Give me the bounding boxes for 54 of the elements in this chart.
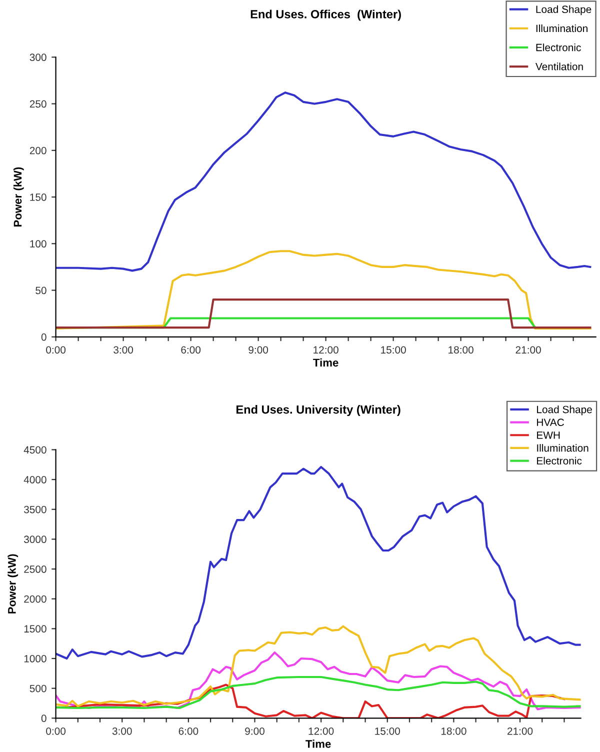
chart-title: End Uses. Offices (Winter) (250, 10, 401, 21)
legend-label: Load Shape (537, 406, 592, 416)
y-tick-label: 150 (30, 194, 46, 201)
y-tick-label: 2500 (24, 566, 46, 573)
x-tick-label: 6:00 (181, 346, 201, 354)
x-tick-label: 9:00 (248, 346, 268, 354)
x-tick-label: 18:00 (441, 727, 466, 735)
y-tick-label: 250 (30, 100, 46, 108)
x-tick-label: 9:00 (245, 727, 264, 735)
x-axis-title: Time (313, 358, 338, 367)
y-tick-label: 1000 (24, 655, 46, 662)
line-series (56, 676, 581, 710)
line-series (56, 92, 592, 272)
y-tick-label: 4000 (24, 476, 46, 484)
x-tick-label: 15:00 (381, 346, 406, 354)
legend-label: HVAC (537, 418, 564, 426)
x-tick-label: 0:00 (46, 727, 66, 735)
legend-label: Electronic (537, 456, 582, 465)
line-series (56, 466, 581, 660)
x-tick-label: 12:00 (308, 727, 334, 735)
legend-label: Load Shape (536, 5, 592, 16)
x-tick-label: 6:00 (178, 727, 198, 735)
x-tick-label: 21:00 (508, 727, 533, 735)
y-axis-title: Power (kW) (8, 554, 18, 614)
chart-title: End Uses. University (Winter) (236, 405, 400, 416)
x-tick-label: 15:00 (375, 727, 400, 735)
y-tick-label: 500 (30, 684, 46, 692)
y-tick-label: 3500 (24, 506, 46, 514)
legend-label: Illumination (536, 24, 588, 32)
x-tick-label: 21:00 (516, 346, 541, 354)
line-series (56, 250, 592, 330)
legend-label: Illumination (537, 444, 588, 452)
x-tick-label: 18:00 (448, 346, 474, 354)
y-axis-title: Power (kW) (13, 167, 24, 227)
y-tick-label: 0 (41, 333, 46, 341)
y-tick-label: 4500 (24, 446, 46, 454)
legend-label: EWH (537, 432, 560, 439)
y-tick-label: 2000 (24, 595, 46, 603)
x-tick-label: 3:00 (112, 727, 132, 735)
y-tick-label: 300 (30, 54, 46, 62)
line-series (56, 625, 581, 708)
x-tick-label: 12:00 (314, 346, 338, 354)
y-tick-label: 1500 (24, 625, 46, 633)
y-tick-label: 100 (30, 240, 46, 248)
legend-label: Electronic (536, 44, 581, 52)
y-tick-label: 0 (41, 714, 46, 722)
x-tick-label: 3:00 (114, 346, 134, 354)
y-tick-label: 3000 (24, 536, 46, 544)
y-tick-label: 50 (36, 286, 46, 294)
x-axis-title: Time (306, 740, 331, 748)
x-tick-label: 0:00 (46, 346, 66, 354)
legend-label: Ventilation (535, 62, 583, 70)
y-tick-label: 200 (30, 146, 46, 154)
line-series (56, 651, 581, 710)
